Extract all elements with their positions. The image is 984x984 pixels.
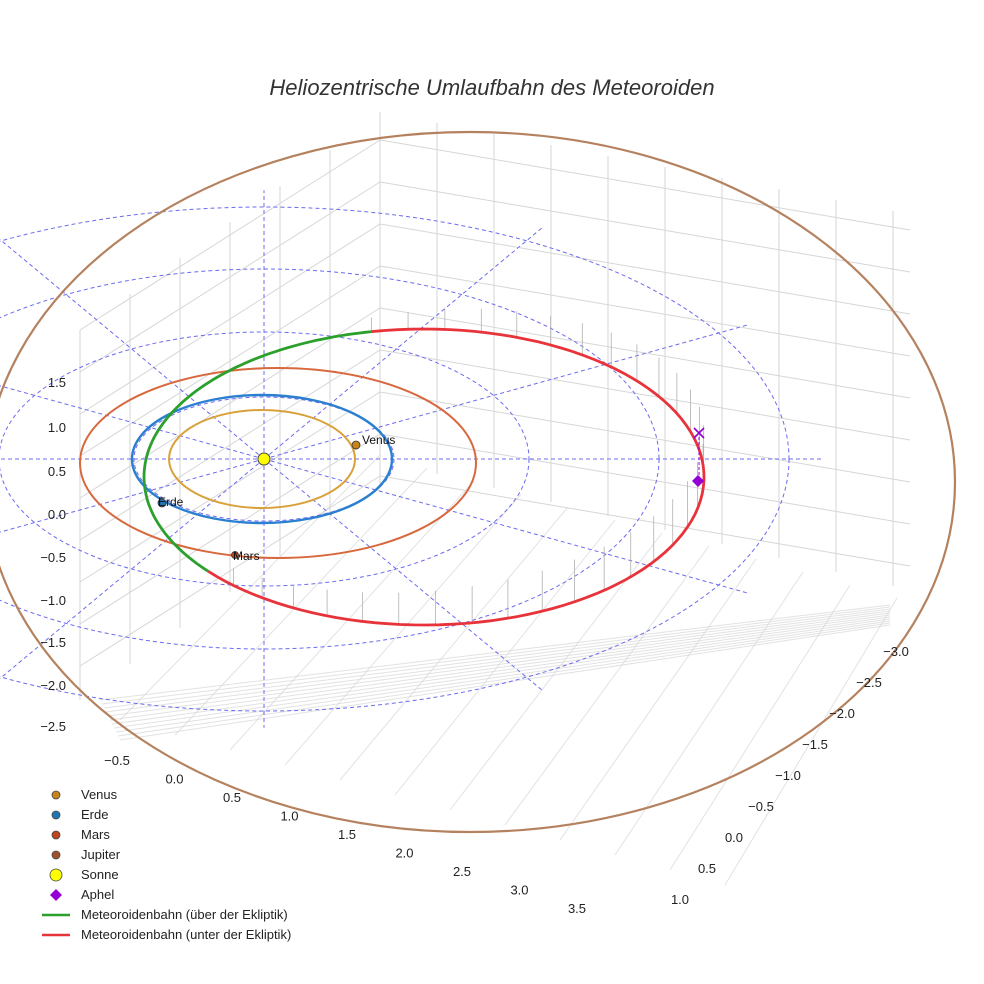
grid-line xyxy=(669,584,851,871)
legend-marker xyxy=(49,868,63,882)
grid-line xyxy=(379,475,911,567)
x-tick-label: 2.5 xyxy=(453,864,471,879)
ecliptic-reference-lines xyxy=(0,190,824,728)
legend-marker xyxy=(51,790,61,800)
legend-label: Meteoroidenbahn (über der Ekliptik) xyxy=(81,907,288,922)
x-tick-label: 2.0 xyxy=(395,846,413,861)
legend-label: Mars xyxy=(81,827,110,842)
grid-line xyxy=(379,433,911,525)
grid xyxy=(79,112,911,886)
y-tick-label: −2.5 xyxy=(856,675,882,690)
y-tick-label: −1.5 xyxy=(802,737,828,752)
venus-orbit xyxy=(168,409,356,509)
grid-line xyxy=(229,480,475,751)
y-tick-label: 1.0 xyxy=(671,892,689,907)
z-tick-label: −1.0 xyxy=(40,593,66,608)
x-tick-label: 3.5 xyxy=(568,901,586,916)
grid-line xyxy=(115,620,891,733)
grid-line xyxy=(101,606,891,705)
chart-title: Heliozentrische Umlaufbahn des Meteoroid… xyxy=(269,75,714,100)
z-tick-label: 1.5 xyxy=(48,375,66,390)
grid-line xyxy=(614,571,804,856)
jupiter-orbit xyxy=(0,131,956,833)
reference-ray xyxy=(263,324,750,460)
grid-line xyxy=(111,616,891,725)
grid-line xyxy=(504,545,710,826)
y-tick-label: 0.5 xyxy=(698,861,716,876)
y-tick-label: −3.0 xyxy=(883,644,909,659)
aphel-projection xyxy=(693,427,705,439)
z-tick-label: 0.5 xyxy=(48,464,66,479)
legend-label: Sonne xyxy=(81,867,119,882)
reference-ray xyxy=(263,458,545,693)
drop-lines xyxy=(233,308,705,625)
grid-line xyxy=(339,506,569,781)
x-tick-label: 1.0 xyxy=(280,809,298,824)
reference-ray xyxy=(0,238,265,460)
legend-label: Jupiter xyxy=(81,847,121,862)
grid-line xyxy=(174,467,428,736)
y-tick-label: −0.5 xyxy=(748,799,774,814)
grid-line xyxy=(379,181,911,273)
grid-line xyxy=(394,519,616,796)
grid-line xyxy=(379,391,911,483)
points: Venus Erde Mars xyxy=(157,427,705,563)
grid-line xyxy=(117,622,891,737)
earth-label: Erde xyxy=(158,495,184,509)
grid-line xyxy=(99,604,891,701)
x-tick-label: 0.0 xyxy=(165,772,183,787)
mars-marker xyxy=(231,551,239,559)
earth-orbit xyxy=(130,393,394,525)
legend-label: Venus xyxy=(81,787,118,802)
grid-line xyxy=(119,454,381,721)
grid-line xyxy=(379,139,911,231)
reference-ray xyxy=(263,225,545,460)
legend-label: Aphel xyxy=(81,887,114,902)
legend-marker xyxy=(51,810,61,820)
x-tick-label: 1.5 xyxy=(338,827,356,842)
grid-line xyxy=(449,532,663,811)
legend[interactable]: Venus Erde Mars Jupiter Sonne Aphel Meteoroide… xyxy=(42,787,291,942)
tick-labels: 1.5 1.0 0.5 0.0 −0.5 −1.0 −1.5 −2.0 −2.5 −0.5 0.0 0… xyxy=(40,375,909,916)
grid-line xyxy=(379,349,911,441)
grid-line xyxy=(109,614,891,721)
grid-line xyxy=(103,608,891,709)
grid-line xyxy=(113,618,891,729)
mars-orbit xyxy=(79,367,477,559)
orbits xyxy=(0,131,956,833)
grid-line xyxy=(559,558,757,841)
reference-ray xyxy=(0,458,265,680)
y-tick-label: 0.0 xyxy=(725,830,743,845)
x-tick-label: 3.0 xyxy=(510,883,528,898)
sun-marker xyxy=(257,452,271,466)
z-tick-label: −2.5 xyxy=(40,719,66,734)
legend-label: Erde xyxy=(81,807,108,822)
venus-marker xyxy=(351,440,361,450)
venus-label: Venus xyxy=(362,433,395,447)
z-tick-label: 0.0 xyxy=(48,507,66,522)
legend-diamond xyxy=(50,889,62,901)
z-tick-label: −1.5 xyxy=(40,635,66,650)
grid-line xyxy=(284,493,522,766)
grid-line xyxy=(379,223,911,315)
grid-line xyxy=(379,265,911,357)
z-tick-label: −2.0 xyxy=(40,678,66,693)
z-tick-label: −0.5 xyxy=(40,550,66,565)
x-tick-label: −0.5 xyxy=(104,753,130,768)
mars-label: Mars xyxy=(233,549,260,563)
meteoroid-orbit-above xyxy=(142,330,372,573)
x-tick-label: 0.5 xyxy=(223,790,241,805)
z-tick-label: 1.0 xyxy=(48,420,66,435)
meteoroid-orbit-below xyxy=(207,327,706,627)
aphel-marker xyxy=(692,475,704,487)
y-tick-label: −1.0 xyxy=(775,768,801,783)
legend-marker xyxy=(51,850,61,860)
grid-line xyxy=(105,610,891,713)
legend-label: Meteoroidenbahn (unter der Ekliptik) xyxy=(81,927,291,942)
y-tick-label: −2.0 xyxy=(829,706,855,721)
grid-line xyxy=(724,597,898,886)
earth-marker xyxy=(157,498,167,508)
legend-marker xyxy=(51,830,61,840)
